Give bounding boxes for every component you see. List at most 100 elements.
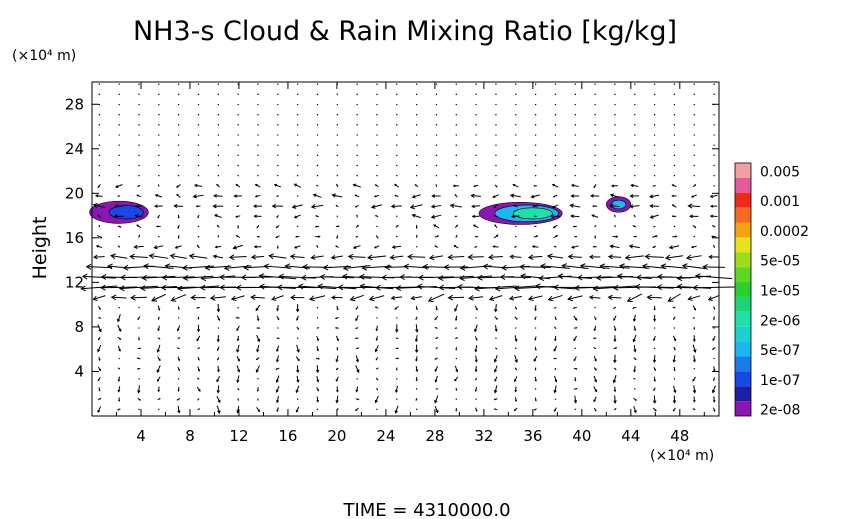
- wind-vector: [673, 154, 676, 157]
- wind-vector: [569, 203, 581, 208]
- wind-vector: [415, 154, 418, 157]
- wind-vector: [296, 174, 299, 177]
- wind-vector: [495, 164, 497, 167]
- wind-vector: [356, 144, 358, 146]
- wind-vector: [296, 315, 299, 321]
- wind-vector: [673, 124, 676, 126]
- wind-vector: [277, 124, 279, 126]
- wind-vector: [374, 395, 379, 404]
- wind-vector: [356, 154, 358, 157]
- wind-vector: [138, 327, 140, 329]
- wind-vector: [276, 395, 280, 404]
- wind-vector: [315, 215, 319, 218]
- wind-vector: [396, 124, 398, 126]
- wind-vector: [177, 306, 180, 311]
- wind-vector: [415, 408, 418, 411]
- x-tick-label: 4: [136, 427, 146, 445]
- x-tick-label: 44: [621, 427, 640, 445]
- wind-vector: [649, 204, 659, 208]
- wind-vector: [316, 114, 319, 116]
- wind-vector: [553, 235, 558, 239]
- wind-vector: [515, 164, 517, 167]
- wind-vector: [610, 184, 618, 188]
- wind-vector: [373, 194, 380, 198]
- wind-vector: [396, 317, 398, 319]
- wind-vector: [652, 245, 657, 249]
- wind-vector: [236, 335, 240, 342]
- wind-vector: [455, 93, 458, 96]
- wind-vector: [138, 378, 140, 380]
- wind-vector: [255, 304, 261, 312]
- wind-vector: [495, 154, 497, 157]
- wind-vector: [158, 83, 160, 85]
- wind-vector: [713, 407, 716, 412]
- wind-vector: [443, 264, 469, 271]
- wind-vector: [713, 134, 715, 136]
- wind-vector: [295, 356, 300, 362]
- wind-vector: [118, 397, 121, 402]
- wind-vector: [216, 303, 221, 313]
- wind-vector: [355, 327, 359, 330]
- wind-vector: [396, 103, 398, 106]
- wind-vector: [652, 407, 657, 412]
- wind-vector: [158, 144, 160, 146]
- wind-vector: [316, 144, 319, 146]
- wind-vector: [607, 294, 622, 301]
- wind-vector: [534, 367, 537, 371]
- wind-vector: [574, 408, 576, 411]
- wind-vector: [554, 316, 557, 321]
- wind-vector: [293, 183, 302, 188]
- wind-vector: [554, 134, 557, 136]
- wind-vector: [693, 114, 695, 116]
- wind-vector: [693, 367, 695, 370]
- wind-vector: [217, 144, 220, 146]
- wind-vector: [98, 317, 102, 319]
- wind-vector: [139, 285, 177, 292]
- wind-vector: [98, 356, 101, 362]
- wind-vector: [510, 214, 520, 219]
- wind-vector: [257, 154, 259, 157]
- wind-vector: [396, 367, 398, 371]
- wind-vector: [454, 327, 458, 329]
- wind-vector: [570, 214, 580, 219]
- wind-vector: [534, 376, 537, 382]
- wind-vector: [356, 164, 358, 167]
- wind-vector: [593, 386, 598, 393]
- wind-vector: [554, 83, 557, 85]
- legend-swatch: [735, 282, 751, 297]
- wind-vector: [316, 244, 319, 249]
- wind-vector: [396, 154, 398, 157]
- wind-vector: [534, 305, 537, 312]
- wind-vector: [331, 295, 343, 300]
- wind-vector: [415, 144, 418, 146]
- wind-vector: [514, 386, 517, 393]
- wind-vector: [336, 93, 339, 96]
- wind-vector: [95, 194, 103, 198]
- wind-vector: [97, 397, 102, 401]
- wind-vector: [554, 103, 557, 106]
- wind-vector: [296, 375, 300, 383]
- wind-vector: [534, 114, 537, 116]
- wind-vector: [534, 327, 537, 329]
- wind-vector: [434, 245, 438, 248]
- wind-vector: [634, 144, 636, 146]
- wind-vector: [435, 346, 438, 350]
- wind-vector: [493, 204, 498, 209]
- wind-vector: [554, 164, 557, 167]
- wind-vector: [157, 398, 161, 401]
- wind-vector: [470, 193, 481, 198]
- wind-vector: [493, 408, 498, 411]
- wind-vector: [389, 254, 404, 260]
- wind-vector: [275, 375, 280, 383]
- wind-vector: [495, 174, 497, 177]
- wind-vector: [376, 124, 378, 126]
- wind-vector: [554, 335, 557, 342]
- wind-vector: [515, 144, 517, 146]
- wind-vector: [513, 245, 517, 248]
- wind-vector: [574, 83, 576, 85]
- wind-vector: [588, 295, 601, 300]
- wind-vector: [672, 306, 676, 309]
- wind-vector: [664, 254, 684, 261]
- wind-vector: [216, 183, 221, 188]
- wind-vector: [493, 385, 498, 394]
